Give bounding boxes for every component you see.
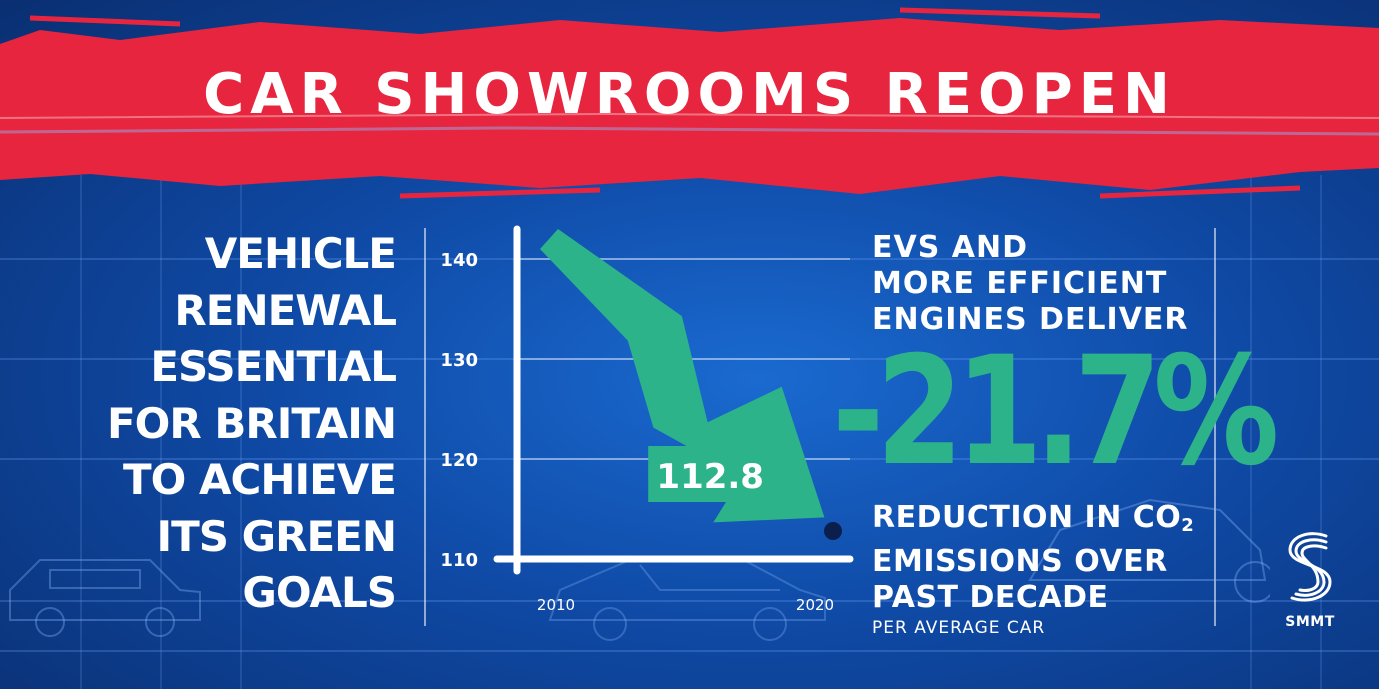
grid-line	[0, 650, 1379, 652]
value-label-group: 112.8	[648, 446, 773, 502]
grid-line	[1320, 175, 1322, 689]
headline-line: RENEWAL	[174, 285, 397, 335]
x-tick-label: 2020	[796, 596, 834, 614]
per-average-caption: PER AVERAGE CAR	[872, 618, 1046, 638]
grid-line	[1250, 175, 1252, 689]
headline-line: ESSENTIAL	[150, 342, 397, 391]
left-divider	[424, 228, 426, 626]
grid-line	[0, 600, 1379, 602]
headline-line: TO ACHIEVE	[123, 455, 397, 504]
smmt-logo: SMMT	[1280, 528, 1340, 630]
page-title: CAR SHOWROOMS REOPEN	[203, 62, 1176, 127]
subscript-two: 2	[1181, 515, 1195, 536]
headline-line: GOALS	[242, 568, 397, 617]
grid-line	[160, 175, 162, 689]
co2-chart: 140 130 120 110 2010 2020 112.8	[440, 225, 854, 614]
right-heading: EVS AND MORE EFFICIENT ENGINES DELIVER	[872, 230, 1202, 338]
grid-line	[240, 175, 242, 689]
car-outline-left	[9, 559, 201, 637]
y-tick-label: 110	[440, 550, 478, 571]
reduction-percentage: -21.7%	[832, 325, 1279, 499]
chart-axes	[493, 225, 854, 575]
car-outline-right	[1028, 498, 1270, 603]
reduction-line: EMISSIONS OVER	[872, 544, 1168, 579]
heading-line: EVS AND	[872, 230, 1028, 265]
y-tick-label: 140	[440, 250, 478, 271]
x-axis-ticks: 2010 2020	[537, 596, 834, 614]
value-label-box	[648, 446, 773, 502]
reduction-line: PAST DECADE	[872, 580, 1109, 615]
reduction-description: REDUCTION IN CO2 EMISSIONS OVER PAST DEC…	[872, 500, 1194, 638]
title-banner	[0, 7, 1379, 199]
car-outline-center	[548, 556, 826, 641]
smmt-s-icon	[1288, 532, 1332, 602]
headline-line: VEHICLE	[204, 229, 397, 278]
headline-line: ITS GREEN	[156, 511, 398, 561]
reduction-line-text: REDUCTION IN CO	[872, 500, 1182, 535]
left-headline: VEHICLE RENEWAL ESSENTIAL FOR BRITAIN TO…	[40, 226, 398, 622]
y-axis-ticks: 140 130 120 110	[440, 250, 478, 571]
end-point-marker	[824, 522, 842, 540]
right-divider	[1214, 228, 1216, 626]
headline-line: FOR BRITAIN	[106, 398, 397, 448]
grid-line	[80, 175, 82, 689]
reduction-line: REDUCTION IN CO2	[872, 500, 1194, 544]
x-tick-label: 2010	[537, 596, 575, 614]
logo-label: SMMT	[1285, 614, 1335, 630]
heading-line: MORE EFFICIENT	[872, 266, 1168, 301]
y-tick-label: 130	[440, 350, 478, 371]
y-tick-label: 120	[440, 450, 478, 471]
value-label: 112.8	[656, 457, 764, 497]
heading-line: ENGINES DELIVER	[872, 302, 1189, 337]
